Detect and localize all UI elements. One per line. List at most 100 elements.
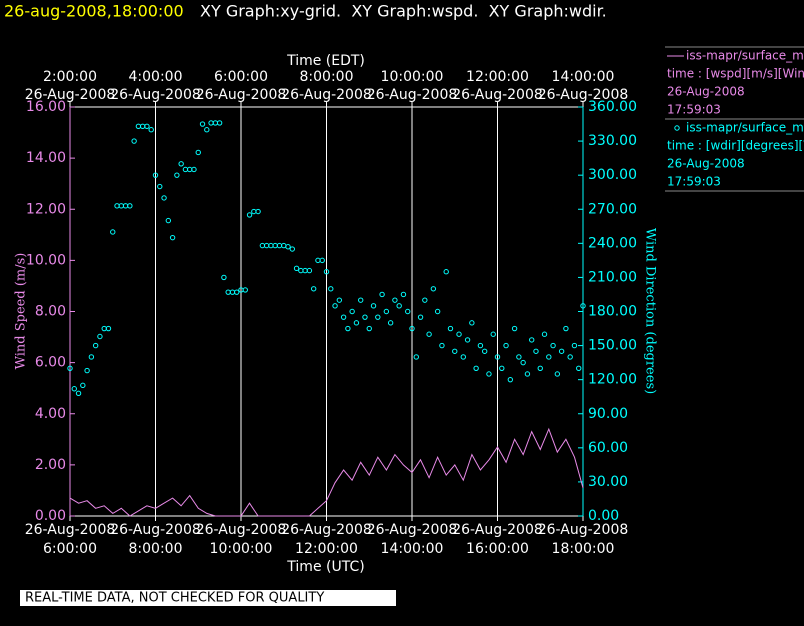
wind-direction-point xyxy=(199,121,206,127)
wind-direction-point xyxy=(469,320,475,326)
wind-direction-point xyxy=(92,342,99,349)
wind-direction-point xyxy=(503,342,509,349)
wind-direction-point xyxy=(131,138,137,144)
wind-direction-point xyxy=(221,274,227,281)
wind-direction-point xyxy=(362,314,368,320)
wind-direction-point xyxy=(195,149,201,156)
x-tick-label: 8:00:00 xyxy=(129,541,183,557)
wind-direction-point xyxy=(533,348,539,354)
y2-tick-label: 0.00 xyxy=(588,508,619,524)
wind-direction-point xyxy=(204,127,210,133)
wind-direction-point xyxy=(546,354,552,360)
wind-direction-point xyxy=(554,371,561,377)
wind-direction-point xyxy=(392,297,398,303)
wind-direction-point xyxy=(152,172,159,178)
x-tick-label: 12:00:00 xyxy=(295,541,358,557)
wind-direction-point xyxy=(319,257,325,264)
wind-direction-point xyxy=(434,308,441,315)
wind-direction-point xyxy=(430,286,437,292)
x2-tick-date: 26-Aug-2008 xyxy=(367,87,458,103)
y2-tick-label: 90.00 xyxy=(588,406,628,422)
x-tick-date: 26-Aug-2008 xyxy=(110,522,201,538)
legend-detail: time : [wspd][m/s][Wind xyxy=(667,67,804,81)
x2-tick-date: 26-Aug-2008 xyxy=(196,87,287,103)
header-graphs: XY Graph:xy-grid. XY Graph:wspd. XY Grap… xyxy=(200,2,607,21)
x2-tick-date: 26-Aug-2008 xyxy=(538,87,629,103)
wind-direction-point xyxy=(293,265,300,272)
wind-direction-point xyxy=(426,331,432,337)
x-tick-date: 26-Aug-2008 xyxy=(367,522,458,538)
wind-direction-point xyxy=(216,120,223,126)
legend-detail: time : [wdir][degrees][V xyxy=(667,139,804,153)
wind-direction-point xyxy=(234,289,240,295)
wind-direction-point xyxy=(494,354,501,360)
x2-tick-date: 26-Aug-2008 xyxy=(281,87,372,103)
wind-direction-point xyxy=(169,234,176,241)
wind-direction-point xyxy=(511,325,518,332)
x-tick-date: 26-Aug-2008 xyxy=(196,522,287,538)
y2-tick-label: 180.00 xyxy=(588,304,637,320)
wind-direction-point xyxy=(255,208,261,215)
wind-direction-point xyxy=(409,325,415,332)
header-timestamp: 26-aug-2008,18:00:00 xyxy=(4,2,184,21)
wind-direction-point xyxy=(165,217,172,224)
wind-direction-point xyxy=(422,297,428,303)
legend-detail: 26-Aug-2008 xyxy=(667,157,745,171)
wind-direction-point xyxy=(157,183,163,190)
x2-tick-label: 8:00:00 xyxy=(300,69,354,85)
wind-direction-point xyxy=(71,386,77,392)
wind-direction-point xyxy=(405,308,411,315)
wind-direction-point xyxy=(336,297,343,303)
wind-direction-point xyxy=(387,320,394,326)
y2-tick-label: 210.00 xyxy=(588,269,637,285)
wind-direction-point xyxy=(447,325,454,332)
wind-direction-point xyxy=(516,354,522,360)
wind-direction-point xyxy=(473,365,479,372)
wind-direction-point xyxy=(558,348,565,354)
wind-direction-point xyxy=(460,354,466,360)
y-tick-label: 8.00 xyxy=(35,304,66,320)
wind-direction-point xyxy=(580,303,586,309)
x2-tick-label: 14:00:00 xyxy=(552,69,615,85)
footer-note: REAL-TIME DATA, NOT CHECKED FOR QUALITY xyxy=(25,591,324,606)
x-tick-label: 14:00:00 xyxy=(381,541,444,557)
y2-tick-label: 150.00 xyxy=(588,338,637,354)
legend-symbol xyxy=(674,125,680,131)
legend-detail: 17:59:03 xyxy=(667,175,721,189)
y-axis-label: Wind Speed (m/s) xyxy=(14,253,29,370)
wind-direction-point xyxy=(541,331,548,337)
wind-direction-point xyxy=(191,166,197,173)
wind-direction-point xyxy=(127,203,133,209)
y-tick-label: 0.00 xyxy=(35,508,66,524)
wind-direction-point xyxy=(161,195,167,201)
x2-tick-date: 26-Aug-2008 xyxy=(110,87,201,103)
wind-direction-point xyxy=(306,267,313,274)
wind-direction-point xyxy=(332,303,338,309)
y-tick-label: 16.00 xyxy=(26,99,66,115)
wind-direction-point xyxy=(524,371,531,377)
y2-tick-label: 240.00 xyxy=(588,235,637,251)
y2-tick-label: 300.00 xyxy=(588,167,637,183)
legend-entry: iss-mapr/surface_m xyxy=(686,49,804,63)
wind-direction-point xyxy=(345,325,351,332)
wind-direction-point xyxy=(370,303,377,309)
wind-direction-point xyxy=(323,269,330,275)
x2-tick-date: 26-Aug-2008 xyxy=(25,87,116,103)
wind-direction-point xyxy=(456,331,462,337)
wind-direction-point xyxy=(576,365,582,372)
wind-direction-point xyxy=(477,342,484,349)
y-tick-label: 10.00 xyxy=(26,252,66,268)
wind-direction-point xyxy=(567,354,573,360)
wind-direction-point xyxy=(105,325,112,332)
wind-direction-point xyxy=(486,371,492,377)
wind-direction-point xyxy=(396,303,402,309)
wind-direction-point xyxy=(379,291,385,298)
x-tick-date: 26-Aug-2008 xyxy=(538,522,629,538)
legend-detail: 26-Aug-2008 xyxy=(667,85,745,99)
wind-direction-point xyxy=(375,314,381,320)
x-tick-date: 26-Aug-2008 xyxy=(452,522,543,538)
wind-direction-point xyxy=(452,348,458,354)
x-tick-label: 10:00:00 xyxy=(210,541,273,557)
